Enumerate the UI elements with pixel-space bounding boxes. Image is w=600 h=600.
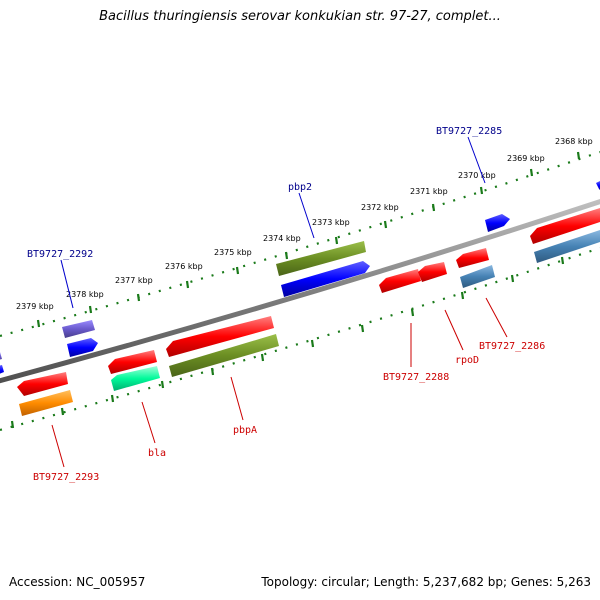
scale-label: 2375 kbp <box>214 248 252 257</box>
gene-arrow-fwd-left-edge[interactable] <box>0 352 2 361</box>
scale-label: 2369 kbp <box>507 154 545 163</box>
accession-text: Accession: NC_005957 <box>9 575 146 589</box>
gene-arrow-bt9727-2288[interactable] <box>379 269 421 293</box>
leader-bt9727-2293 <box>51 424 65 468</box>
gene-arrow-rev-red-5[interactable] <box>530 208 600 244</box>
reverse-gene-arrows <box>17 208 600 416</box>
leader-bt9727-2286 <box>485 297 508 338</box>
gene-label-bt9727-2292[interactable]: BT9727_2292 <box>27 249 93 260</box>
gene-arrow-rev-red-2[interactable] <box>108 350 157 374</box>
topology-text: Topology: circular; Length: 5,237,682 bp… <box>261 575 591 589</box>
leader-bt9727-2285 <box>467 136 486 184</box>
leader-bt9727-2292 <box>60 259 74 309</box>
gene-arrow-pbp2[interactable] <box>276 241 366 276</box>
gene-label-rpoD[interactable]: rpoD <box>455 355 479 366</box>
leader-pbpA <box>230 376 244 421</box>
leader-bla <box>141 401 156 444</box>
gene-label-bt9727-2293[interactable]: BT9727_2293 <box>33 472 99 483</box>
label-leader-lines <box>51 136 508 468</box>
forward-major-ticks <box>36 151 581 328</box>
gene-label-bt9727-2286[interactable]: BT9727_2286 <box>479 341 545 352</box>
scale-label: 2372 kbp <box>361 203 399 212</box>
scale-label: 2368 kbp <box>555 137 593 146</box>
scale-label: 2376 kbp <box>165 262 203 271</box>
gene-arrow-rpoD[interactable] <box>418 262 447 282</box>
gene-label-bt9727-2288[interactable]: BT9727_2288 <box>383 372 449 383</box>
reverse-major-ticks <box>10 256 565 429</box>
gene-label-bt9727-2285[interactable]: BT9727_2285 <box>436 126 502 137</box>
gene-arrow-pbpA[interactable] <box>169 334 279 377</box>
scale-label: 2373 kbp <box>312 218 350 227</box>
gene-arrow-rev-red-3[interactable] <box>166 316 274 357</box>
gene-arrow-rev-steel-2[interactable] <box>534 230 600 263</box>
gene-arrow-rev-red-4[interactable] <box>456 248 489 268</box>
genome-backbone <box>0 199 600 384</box>
gene-arrow-bt9727-2292[interactable] <box>62 320 95 338</box>
gene-arrow-bla[interactable] <box>111 366 160 391</box>
gene-arrow-bt9727-2285[interactable] <box>485 214 510 232</box>
scale-label: 2378 kbp <box>66 290 104 299</box>
scale-label: 2377 kbp <box>115 276 153 285</box>
gene-arrow-bt9727-2293[interactable] <box>19 390 73 416</box>
scale-label: 2379 kbp <box>16 302 54 311</box>
forward-gene-arrows <box>0 181 600 376</box>
gene-label-pbp2[interactable]: pbp2 <box>288 182 312 193</box>
gene-label-bla[interactable]: bla <box>148 448 166 459</box>
leader-pbp2 <box>298 192 315 239</box>
gene-arrow-fwd-left-edge-2[interactable] <box>0 365 4 376</box>
scale-label: 2370 kbp <box>458 171 496 180</box>
map-title: Bacillus thuringiensis serovar konkukian… <box>99 9 501 24</box>
scale-label: 2374 kbp <box>263 234 301 243</box>
gene-label-pbpA[interactable]: pbpA <box>233 425 257 436</box>
gene-arrow-bt9727-2286[interactable] <box>460 265 495 288</box>
gene-arrow-fwd-blue-2[interactable] <box>281 261 370 297</box>
scale-label: 2371 kbp <box>410 187 448 196</box>
leader-rpoD <box>444 309 464 351</box>
gene-arrow-fwd-blue-1[interactable] <box>67 338 98 357</box>
gene-arrow-fwd-right-edge[interactable] <box>596 181 600 190</box>
gene-arrow-rev-red-1[interactable] <box>17 372 68 396</box>
